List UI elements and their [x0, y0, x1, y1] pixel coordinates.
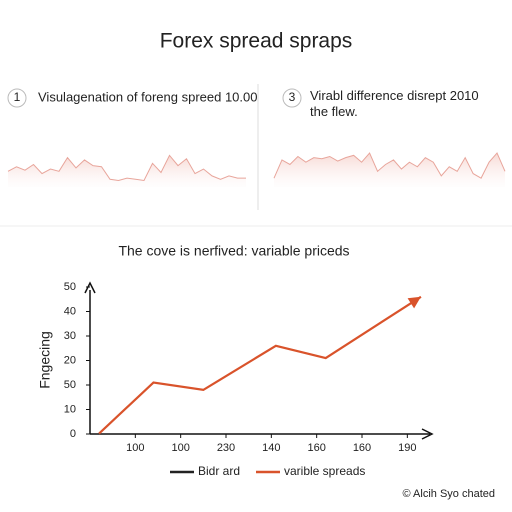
x-tick-label: 100 [171, 442, 189, 454]
y-axis-arrow [84, 281, 96, 294]
x-tick-label: 230 [217, 442, 235, 454]
footer: © Alcih Syo chated [403, 488, 496, 500]
y-axis-label: Fngecing [37, 331, 53, 389]
panel-number: 3 [289, 90, 296, 104]
panel-title-box: Virabl difference disrept 2010 the flew. [310, 88, 479, 119]
sparkline [7, 154, 246, 181]
x-tick-label: 100 [126, 442, 144, 454]
legend-label: varible spreads [284, 464, 365, 478]
x-tick-label: 140 [262, 442, 280, 454]
y-tick-label: 30 [64, 330, 76, 342]
y-tick-label: 50 [64, 379, 76, 391]
number-badge [282, 88, 302, 108]
y-tick-label: 50 [64, 281, 76, 293]
x-tick-label: 160 [353, 442, 371, 454]
panel-title: Visulagenation of foreng spreed 10.00 [38, 89, 257, 104]
y-tick-label: 0 [70, 428, 76, 440]
legend-label: Bidr ard [198, 464, 240, 478]
sparkline [273, 152, 506, 179]
x-tick-label: 160 [307, 442, 325, 454]
chart-title: The cove is nerfived: variable priceds [118, 243, 349, 259]
area-fill [274, 153, 505, 187]
panel-title: Virabl difference disrept 2010 the flew. [310, 88, 479, 119]
x-tick-label: 190 [398, 442, 416, 454]
y-tick-label: 10 [64, 403, 76, 415]
panel-number: 1 [14, 90, 21, 104]
y-tick-label: 20 [64, 354, 76, 366]
number-badge [7, 88, 27, 108]
arrow-head [407, 296, 421, 309]
page-title: Forex spread spraps [160, 30, 353, 53]
x-axis-arrow [421, 428, 434, 440]
y-tick-label: 40 [64, 305, 76, 317]
area-fill [8, 155, 246, 187]
series-line [98, 295, 422, 435]
